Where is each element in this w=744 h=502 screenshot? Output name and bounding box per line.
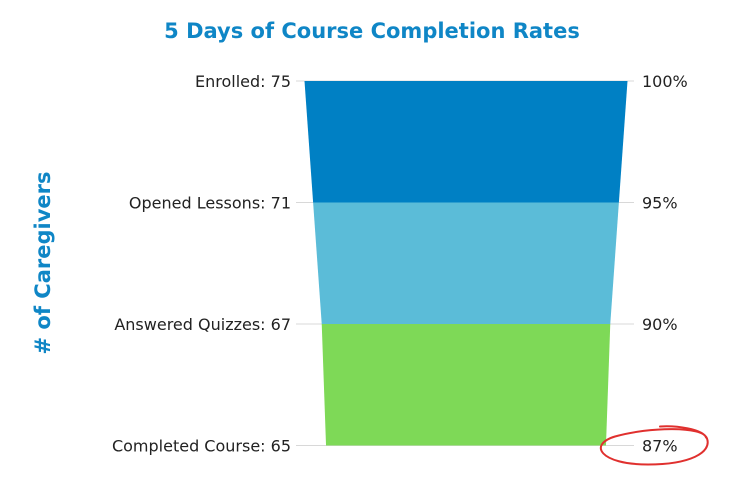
- funnel-segment: [304, 81, 628, 203]
- percent-label: 95%: [642, 194, 678, 213]
- funnel-segment: [321, 324, 611, 446]
- highlight-annotation: [600, 425, 709, 466]
- y-axis-label: # of Caregivers: [31, 172, 55, 355]
- percent-label: 100%: [642, 72, 688, 91]
- stage-label: Opened Lessons: 71: [129, 194, 291, 213]
- percent-label: 87%: [642, 437, 678, 456]
- chart-title: 5 Days of Course Completion Rates: [164, 19, 580, 43]
- percent-labels: 100% 95% 90% 87%: [642, 72, 688, 456]
- stage-label: Completed Course: 65: [112, 437, 291, 456]
- stage-labels: Enrolled: 75 Opened Lessons: 71 Answered Q…: [112, 72, 291, 456]
- funnel-segments: [304, 81, 628, 446]
- stage-label: Enrolled: 75: [195, 72, 291, 91]
- funnel-segment: [313, 202, 619, 324]
- stage-label: Answered Quizzes: 67: [114, 315, 291, 334]
- highlight-circle: [600, 425, 709, 466]
- percent-label: 90%: [642, 315, 678, 334]
